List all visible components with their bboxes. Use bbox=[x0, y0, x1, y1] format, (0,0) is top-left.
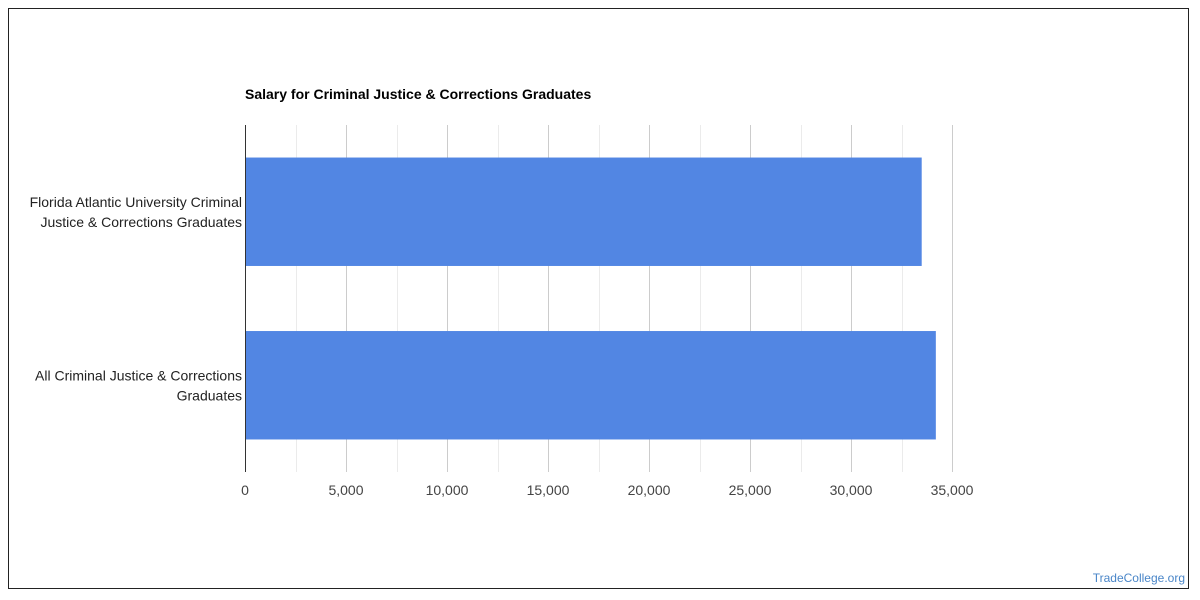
category-label-1-line-0: All Criminal Justice & Corrections bbox=[35, 367, 242, 383]
category-labels: Florida Atlantic University Criminal Just… bbox=[30, 194, 242, 404]
category-label-0-line-0: Florida Atlantic University Criminal bbox=[30, 194, 242, 210]
category-label-0-line-1: Justice & Corrections Graduates bbox=[40, 214, 242, 230]
x-tick-label-6: 30,000 bbox=[830, 482, 873, 498]
x-tick-label-4: 20,000 bbox=[628, 482, 671, 498]
x-axis-tick-labels: 0 5,000 10,000 15,000 20,000 25,000 30,000 35,0… bbox=[241, 482, 974, 498]
x-tick-label-7: 35,000 bbox=[931, 482, 974, 498]
bar-0[interactable] bbox=[245, 157, 922, 266]
chart-frame bbox=[8, 8, 1189, 589]
chart-title: Salary for Criminal Justice & Correction… bbox=[245, 86, 591, 102]
x-tick-label-5: 25,000 bbox=[729, 482, 772, 498]
watermark-text: TradeCollege.org bbox=[1092, 571, 1185, 585]
category-label-1-line-1: Graduates bbox=[177, 387, 242, 403]
bars bbox=[245, 157, 936, 440]
x-tick-label-1: 5,000 bbox=[328, 482, 363, 498]
bar-1[interactable] bbox=[245, 331, 936, 440]
x-tick-label-2: 10,000 bbox=[426, 482, 469, 498]
x-tick-label-3: 15,000 bbox=[527, 482, 570, 498]
x-tick-label-0: 0 bbox=[241, 482, 249, 498]
